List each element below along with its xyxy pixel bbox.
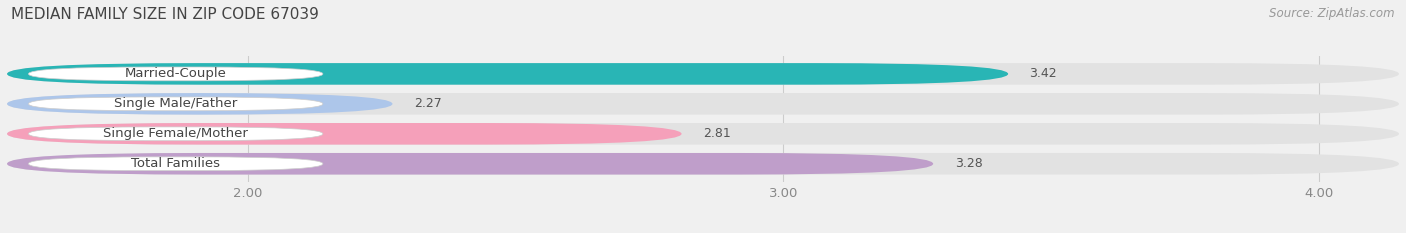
Text: 2.27: 2.27 (413, 97, 441, 110)
FancyBboxPatch shape (7, 153, 1399, 175)
FancyBboxPatch shape (7, 93, 392, 115)
Text: Married-Couple: Married-Couple (125, 67, 226, 80)
FancyBboxPatch shape (7, 93, 1399, 115)
FancyBboxPatch shape (7, 123, 1399, 145)
FancyBboxPatch shape (7, 153, 934, 175)
Text: Source: ZipAtlas.com: Source: ZipAtlas.com (1270, 7, 1395, 20)
FancyBboxPatch shape (7, 123, 682, 145)
Text: 3.28: 3.28 (955, 157, 983, 170)
FancyBboxPatch shape (7, 63, 1399, 85)
FancyBboxPatch shape (28, 67, 323, 81)
Text: 3.42: 3.42 (1029, 67, 1057, 80)
Text: 2.81: 2.81 (703, 127, 731, 140)
FancyBboxPatch shape (28, 127, 323, 141)
Text: Single Female/Mother: Single Female/Mother (103, 127, 247, 140)
Text: Total Families: Total Families (131, 157, 221, 170)
FancyBboxPatch shape (28, 157, 323, 171)
FancyBboxPatch shape (7, 63, 1008, 85)
Text: MEDIAN FAMILY SIZE IN ZIP CODE 67039: MEDIAN FAMILY SIZE IN ZIP CODE 67039 (11, 7, 319, 22)
Text: Single Male/Father: Single Male/Father (114, 97, 238, 110)
FancyBboxPatch shape (28, 97, 323, 111)
